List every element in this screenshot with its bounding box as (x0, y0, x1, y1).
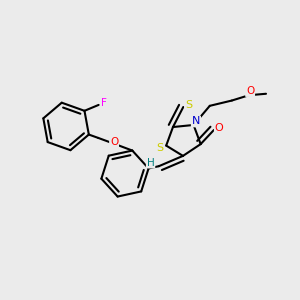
Text: O: O (246, 86, 254, 96)
Text: F: F (101, 98, 107, 108)
Text: H: H (147, 158, 154, 168)
Text: O: O (110, 137, 118, 147)
Text: O: O (215, 123, 224, 133)
Text: N: N (192, 116, 200, 126)
Text: S: S (185, 100, 192, 110)
Text: S: S (156, 143, 163, 153)
